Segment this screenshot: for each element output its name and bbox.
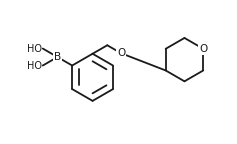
Text: HO: HO (27, 60, 42, 71)
Text: O: O (117, 48, 125, 58)
Text: B: B (54, 52, 61, 62)
Text: O: O (199, 44, 207, 54)
Text: HO: HO (27, 43, 42, 54)
